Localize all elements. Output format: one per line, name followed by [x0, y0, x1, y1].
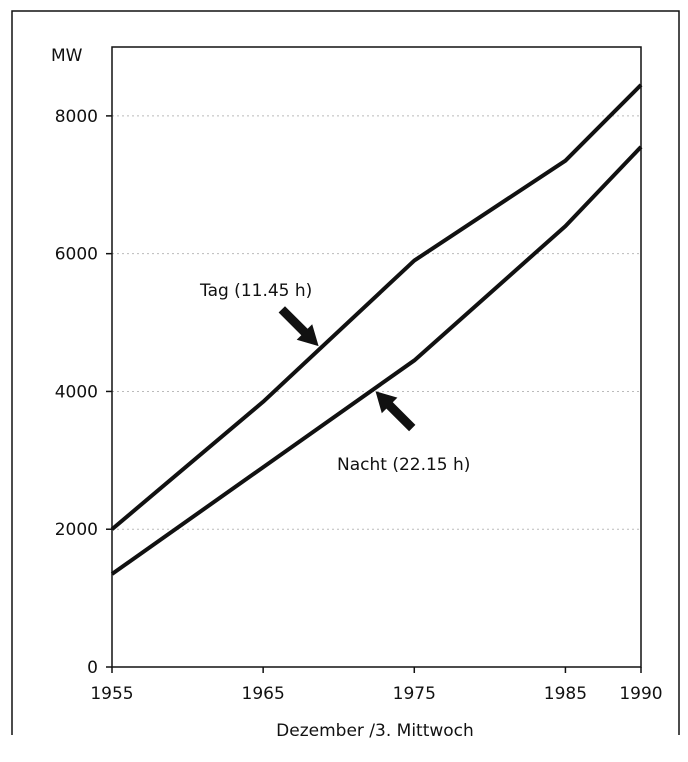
x-tick-label: 1990 — [619, 684, 662, 704]
outer-frame — [11, 10, 680, 735]
plot-area — [111, 46, 642, 668]
series-lines — [110, 83, 643, 576]
series-line-nacht — [110, 145, 643, 576]
x-tick-label: 1975 — [393, 684, 436, 704]
x-tick-label: 1965 — [242, 684, 285, 704]
y-tick-label: 2000 — [55, 520, 98, 540]
grid-lines — [112, 115, 641, 530]
series-line-tag — [110, 83, 643, 531]
y-tick-label: 0 — [87, 658, 98, 678]
y-axis-title: MW — [51, 46, 83, 66]
y-tick-label: 8000 — [55, 107, 98, 127]
annotation-arrows — [278, 306, 416, 432]
arrow-nacht — [375, 391, 416, 432]
annotation-tag-label: Tag (11.45 h) — [199, 281, 312, 301]
axis-ticks: 0 2000 4000 6000 8000 1955 1965 1975 1985 1990 — [55, 107, 663, 704]
x-tick-label: 1955 — [90, 684, 133, 704]
x-tick-label: 1985 — [544, 684, 587, 704]
arrow-tag — [278, 306, 319, 347]
x-axis-title: Dezember /3. Mittwoch — [276, 721, 474, 741]
annotation-nacht-label: Nacht (22.15 h) — [337, 455, 470, 475]
y-tick-label: 6000 — [55, 245, 98, 265]
y-tick-label: 4000 — [55, 382, 98, 402]
